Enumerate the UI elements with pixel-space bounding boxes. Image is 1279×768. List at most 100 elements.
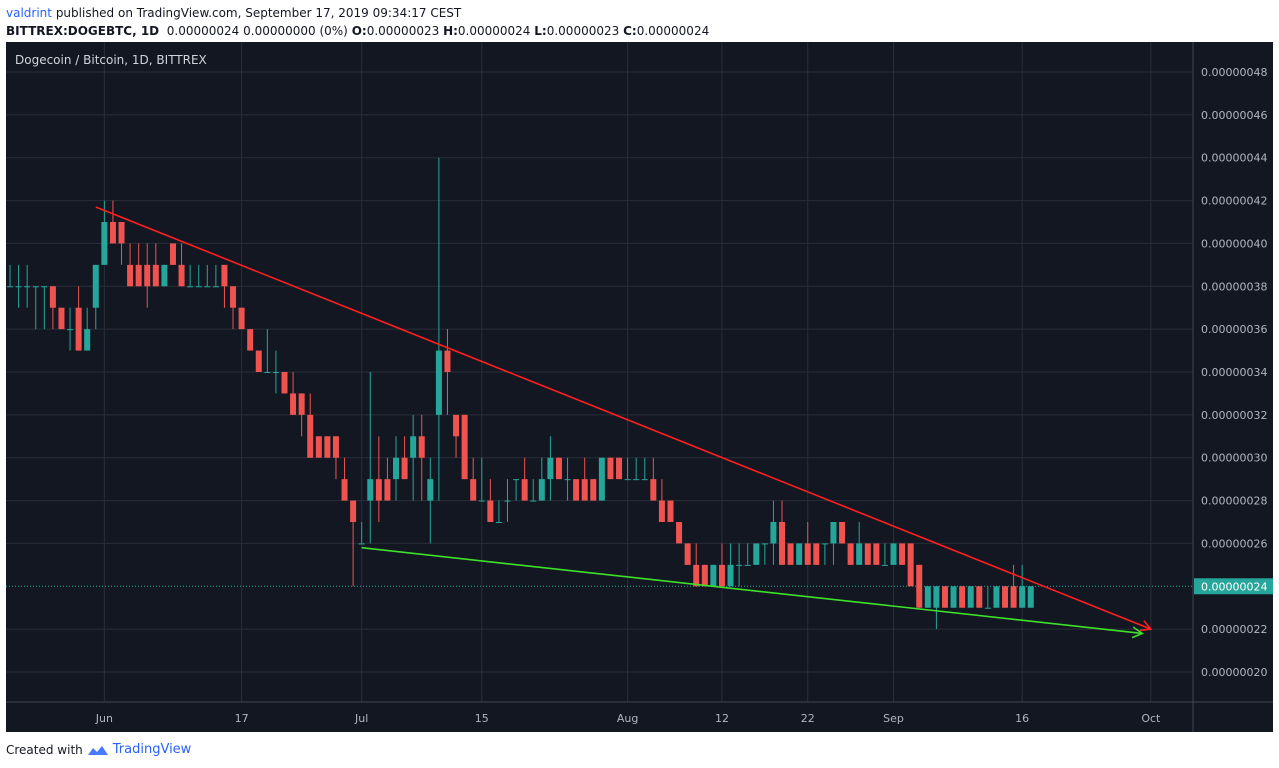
candle — [255, 350, 262, 372]
candle-body — [247, 329, 254, 351]
candle — [770, 500, 777, 565]
candle — [513, 479, 520, 501]
candle — [393, 436, 399, 501]
tradingview-brand-link[interactable]: TradingView — [112, 742, 192, 757]
x-tick-label: Jul — [354, 712, 368, 725]
candle-body — [127, 264, 134, 287]
candle-body — [410, 436, 417, 458]
candle-body — [67, 329, 74, 331]
y-tick-label: 0.00000038 — [1201, 280, 1267, 293]
candle — [238, 307, 245, 330]
candle — [75, 286, 82, 351]
candle — [178, 243, 185, 287]
candle — [461, 414, 468, 480]
candle-body — [324, 436, 331, 458]
candle — [684, 543, 691, 565]
candle-body — [84, 329, 91, 351]
y-tick-label: 0.00000040 — [1201, 237, 1267, 250]
candle — [324, 436, 331, 458]
candle — [332, 436, 339, 480]
candle — [993, 586, 1000, 608]
candle — [616, 457, 623, 480]
candle — [521, 457, 528, 501]
x-tick-label: Sep — [883, 712, 904, 725]
chart-background — [6, 42, 1273, 732]
candle — [435, 157, 442, 501]
candle — [804, 522, 811, 565]
y-tick-label: 0.00000028 — [1201, 495, 1267, 508]
candle — [161, 264, 168, 287]
candle-body — [332, 436, 339, 458]
candle — [796, 543, 803, 565]
candle-body — [899, 543, 906, 565]
candle-body — [393, 457, 399, 480]
candle — [650, 457, 657, 501]
candle — [67, 307, 74, 351]
candle-body — [933, 586, 940, 608]
green-trendline[interactable] — [361, 546, 1143, 635]
candle — [727, 543, 734, 587]
candle-body — [58, 307, 65, 330]
candle-body — [204, 286, 211, 288]
candle-body — [658, 500, 665, 522]
candle-body — [1019, 586, 1026, 608]
candle-body — [701, 564, 708, 587]
candle — [864, 543, 871, 565]
candle-body — [358, 543, 365, 545]
candle-body — [641, 479, 648, 481]
candle-body — [650, 479, 657, 501]
candle — [152, 243, 159, 287]
candle — [478, 457, 485, 502]
y-tick-label: 0.00000034 — [1201, 366, 1267, 379]
candle-body — [581, 479, 588, 501]
candle — [847, 543, 854, 565]
price-change: 0.00000024 0.00000000 (0%) — [166, 24, 348, 38]
candle-body — [787, 543, 794, 565]
red-trendline[interactable] — [95, 206, 1152, 630]
chart-title: Dogecoin / Bitcoin, 1D, BITTREX — [15, 53, 207, 67]
candle-body — [864, 543, 871, 565]
candle-body — [49, 286, 56, 308]
candlestick-chart[interactable]: 0.00000048 0.00000046 0.00000044 0.00000042… — [6, 42, 1273, 732]
candle-body — [753, 543, 760, 565]
candle-body — [916, 564, 923, 608]
axes: 0.00000048 0.00000046 0.00000044 0.00000042… — [6, 42, 1273, 732]
candle — [856, 522, 863, 565]
candle — [7, 264, 13, 288]
candle — [315, 436, 322, 458]
candle-body — [135, 264, 142, 287]
candle-body — [341, 479, 348, 501]
candle — [427, 457, 434, 544]
chart-panel[interactable]: 0.00000048 0.00000046 0.00000044 0.00000042… — [6, 42, 1273, 732]
candle — [15, 264, 22, 308]
candle-body — [847, 543, 854, 565]
candle — [272, 350, 279, 394]
candle-body — [264, 372, 271, 373]
candle — [187, 264, 194, 288]
candle-body — [924, 586, 931, 608]
candle-body — [873, 543, 880, 565]
publish-line: valdrint published on TradingView.com, S… — [6, 4, 709, 22]
candle — [307, 393, 314, 458]
candle-body — [941, 586, 948, 608]
candle — [555, 457, 562, 480]
candle-body — [298, 393, 305, 415]
last-price-badge — [1194, 578, 1273, 595]
candle — [573, 479, 580, 501]
candle — [470, 457, 477, 501]
y-tick-label: 0.00000032 — [1201, 409, 1267, 422]
candle — [453, 414, 460, 458]
candle-body — [693, 564, 700, 587]
candle — [1002, 586, 1009, 608]
candle-body — [779, 522, 785, 565]
candles — [7, 157, 1034, 630]
candle — [701, 564, 708, 587]
candle-body — [607, 457, 614, 480]
author-link[interactable]: valdrint — [6, 6, 52, 20]
last-price-label: 0.00000024 — [1201, 580, 1267, 593]
candle-body — [15, 286, 22, 288]
candle-body — [144, 264, 151, 287]
candle — [367, 372, 374, 544]
candle — [830, 522, 837, 565]
candle-body — [667, 500, 674, 522]
